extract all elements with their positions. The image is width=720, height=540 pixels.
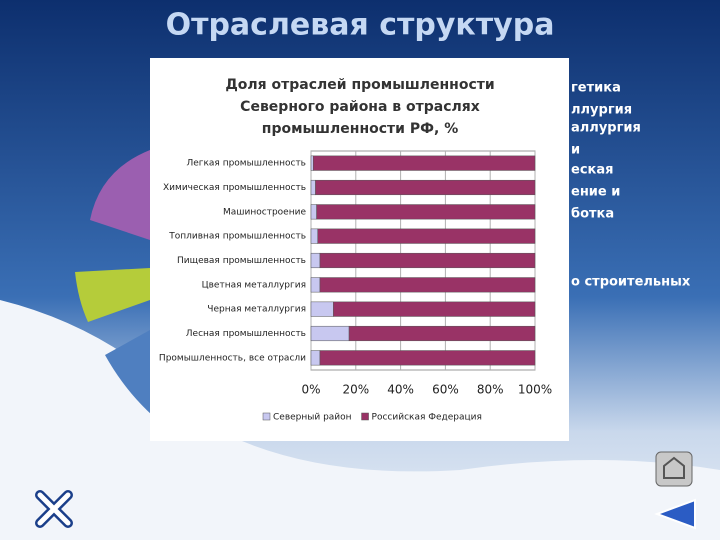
slide-text: ллургия (571, 103, 632, 118)
y-tick-label: Химическая промышленность (163, 183, 306, 193)
x-tick-label: 60% (432, 383, 459, 397)
y-tick-label: Машиностроение (223, 207, 306, 217)
x-tick-label: 0% (301, 383, 320, 397)
bar-segment (312, 155, 536, 171)
bar-segment (310, 179, 316, 196)
bar-segment (310, 277, 321, 293)
y-tick-label: Пищевая промышленность (177, 256, 306, 266)
slide-text: гетика (571, 81, 621, 96)
bar-segment (310, 204, 317, 220)
x-tick-label: 20% (342, 383, 369, 397)
slide-text: ение и (571, 185, 620, 200)
y-tick-label: Черная металлургия (207, 305, 306, 315)
bar-segment (310, 350, 321, 366)
x-tick-label: 100% (518, 383, 552, 397)
x-tick-label: 80% (477, 383, 504, 397)
y-tick-label: Лесная промышленность (186, 329, 306, 339)
y-tick-label: Промышленность, все отрасли (159, 353, 306, 363)
bar-segment (315, 179, 536, 196)
bar-segment (319, 350, 536, 366)
y-tick-label: Легкая промышленность (186, 159, 306, 169)
x-tick-label: 40% (387, 383, 414, 397)
pie-piece (90, 150, 150, 240)
bar-segment (333, 301, 536, 317)
slide-text: еская (571, 163, 613, 178)
slide-text: и (571, 143, 580, 158)
legend-swatch (361, 412, 369, 421)
bar-segment (310, 252, 321, 269)
legend-swatch (262, 412, 271, 421)
bar-segment (316, 204, 536, 220)
y-tick-label: Цветная металлургия (202, 280, 306, 290)
back-button[interactable] (654, 498, 696, 530)
home-icon[interactable] (663, 456, 685, 479)
bar-segment (310, 301, 334, 317)
chart-title: Доля отраслей промышленности Северного р… (225, 77, 495, 137)
bar-segment (317, 228, 536, 244)
bar-segment (310, 155, 314, 171)
snow (0, 300, 720, 540)
legend-label: Северный район (273, 413, 352, 423)
legend-label: Российская Федерация (372, 413, 482, 423)
bar-segment (310, 325, 350, 342)
slide-text: аллургия (571, 121, 641, 136)
bar-segment (348, 325, 536, 342)
pie-piece (75, 268, 150, 322)
bar-segment (310, 228, 318, 244)
bar-segment (319, 252, 536, 269)
slide-text: о строительных (571, 275, 691, 290)
close-button[interactable] (35, 490, 73, 528)
bar-segment (319, 277, 536, 293)
y-tick-label: Топливная промышленность (168, 232, 306, 242)
close-icon[interactable] (37, 492, 71, 526)
slide-text: ботка (571, 207, 614, 222)
slide-title: Отраслевая структура (166, 8, 555, 43)
